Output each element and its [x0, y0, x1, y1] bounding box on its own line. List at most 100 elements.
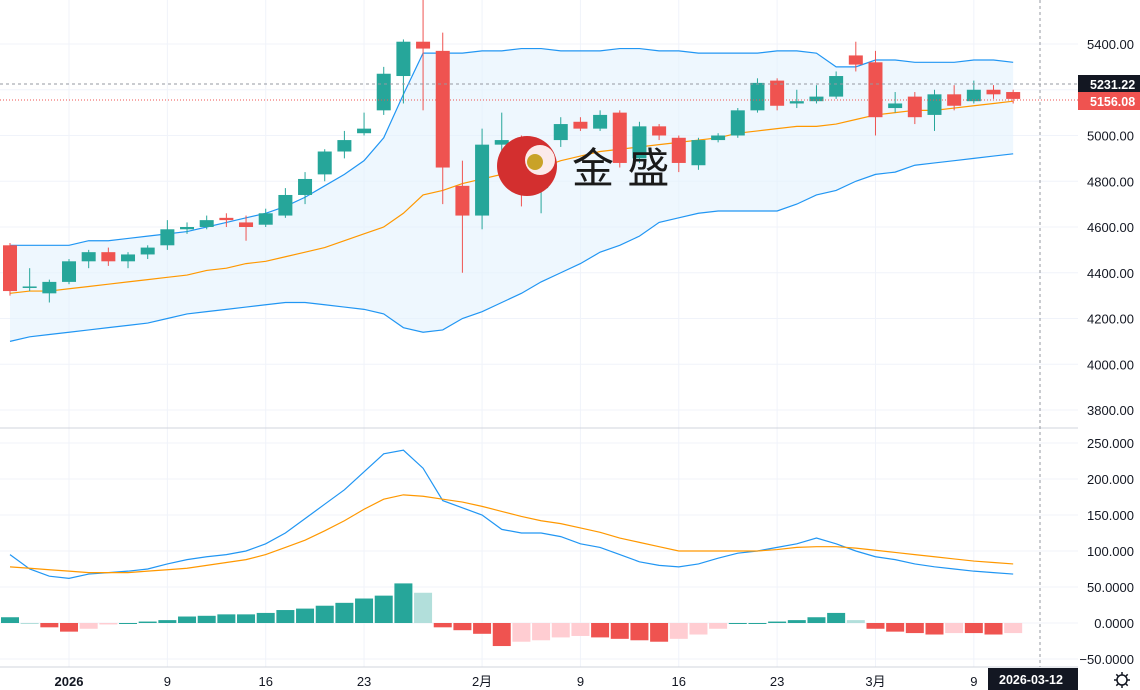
macd-histogram-bar	[709, 623, 728, 629]
macd-histogram-bar	[571, 623, 590, 636]
macd-histogram-bar	[689, 623, 708, 635]
candle-body	[593, 114, 608, 129]
candle-body	[789, 101, 804, 104]
macd-histogram-bar	[512, 623, 531, 642]
crosshair-date-bg	[988, 668, 1078, 690]
candle-body	[317, 151, 332, 175]
macd-histogram-bar	[532, 623, 551, 641]
macd-histogram-bar	[237, 614, 256, 623]
macd-histogram-bar	[394, 583, 413, 623]
macd-histogram-bar	[827, 612, 846, 623]
time-tick-label: 23	[770, 674, 784, 689]
macd-tick-label: 50.0000	[1087, 580, 1134, 595]
macd-tick-label: 0.0000	[1094, 616, 1134, 631]
macd-histogram-bar	[650, 623, 669, 642]
candle-body	[652, 126, 667, 136]
candle-body	[494, 140, 509, 145]
candle-body	[298, 178, 313, 195]
candle-body	[42, 281, 57, 294]
candle-body	[180, 227, 195, 230]
macd-histogram-bar	[99, 623, 118, 625]
candle-body	[966, 89, 981, 102]
candle-body	[101, 252, 116, 262]
candle-body	[632, 126, 647, 159]
candle-body	[3, 245, 17, 292]
bollinger-band	[9, 47, 1014, 342]
candle-body	[337, 140, 352, 152]
macd-histogram-bar	[846, 620, 865, 623]
crosshair-date-tag: 2026-03-12	[988, 668, 1078, 690]
candle-body	[927, 94, 942, 115]
candle-body	[868, 62, 883, 118]
macd-histogram-bar	[905, 623, 924, 634]
macd-histogram-bar	[945, 623, 964, 634]
candle-body	[81, 252, 96, 262]
signal-line	[9, 494, 1014, 574]
macd-histogram-bar	[768, 621, 787, 623]
candle-body	[809, 96, 824, 102]
price-tick-label: 5000.00	[1087, 129, 1134, 144]
macd-histogram-bar	[355, 598, 374, 623]
candle-body	[770, 80, 785, 106]
macd-histogram-bar	[178, 616, 197, 623]
candle-body	[829, 76, 844, 97]
time-tick-label: 9	[577, 674, 584, 689]
candle-body	[258, 213, 273, 225]
macd-histogram-bar	[984, 623, 1003, 635]
logo-coin-icon	[527, 154, 543, 170]
candle-body	[219, 217, 234, 221]
candle-body	[121, 254, 136, 262]
macd-histogram-bar	[414, 592, 433, 623]
macd-tick-label: 150.000	[1087, 508, 1134, 523]
candle-body	[986, 89, 1001, 95]
time-tick-label: 9	[970, 674, 977, 689]
candle-body	[848, 55, 863, 65]
candle-body	[475, 144, 490, 216]
candle-body	[435, 50, 450, 168]
macd-histogram-bar	[886, 623, 905, 632]
price-tick-label: 4200.00	[1087, 312, 1134, 327]
macd-histogram-bar	[807, 617, 826, 623]
crosshair-price-bg	[1078, 75, 1140, 93]
candle-body	[691, 140, 706, 166]
macd-tick-label: 100.000	[1087, 544, 1134, 559]
macd-tick-label: 200.000	[1087, 472, 1134, 487]
macd-histogram-bar	[374, 595, 393, 623]
candle-body	[239, 222, 254, 227]
gear-icon[interactable]	[1114, 672, 1130, 688]
macd-histogram-bar	[315, 605, 334, 623]
time-tick-label: 2026	[55, 674, 84, 689]
price-tick-label: 4000.00	[1087, 357, 1134, 372]
time-tick-label: 3月	[865, 674, 885, 689]
macd-histogram-bar	[787, 620, 806, 623]
macd-histogram-bar	[964, 623, 983, 634]
macd-histogram-bar	[1, 617, 19, 623]
time-axis[interactable]: 2026 9 16 23 2月 9 16 23 3月 9	[55, 674, 978, 689]
candle-body	[376, 73, 391, 111]
price-tick-label: 3800.00	[1087, 403, 1134, 418]
band-fill	[10, 48, 1014, 342]
macd-histogram-bar	[335, 602, 354, 623]
price-tick-label: 5400.00	[1087, 37, 1134, 52]
candle-body	[750, 82, 765, 111]
candle-body	[396, 41, 411, 77]
macd-histogram-bar	[197, 615, 216, 623]
candle-body	[357, 128, 372, 134]
candle-body	[416, 41, 431, 49]
price-tick-label: 4600.00	[1087, 220, 1134, 235]
price-tick-label: 4400.00	[1087, 266, 1134, 281]
candle-body	[160, 229, 175, 246]
candle-body	[62, 261, 77, 282]
candle-body	[1006, 92, 1021, 99]
candle-body	[553, 124, 568, 141]
candle-body	[22, 286, 37, 288]
macd-histogram-bar	[591, 623, 610, 638]
last-price-tag: 5156.08	[1078, 92, 1140, 110]
time-tick-label: 9	[164, 674, 171, 689]
time-tick-label: 2月	[472, 674, 492, 689]
boll-upper-line	[10, 47, 1014, 246]
macd-histogram-bar	[1004, 623, 1023, 634]
time-tick-label: 16	[258, 674, 272, 689]
macd-histogram-bar	[40, 623, 59, 628]
